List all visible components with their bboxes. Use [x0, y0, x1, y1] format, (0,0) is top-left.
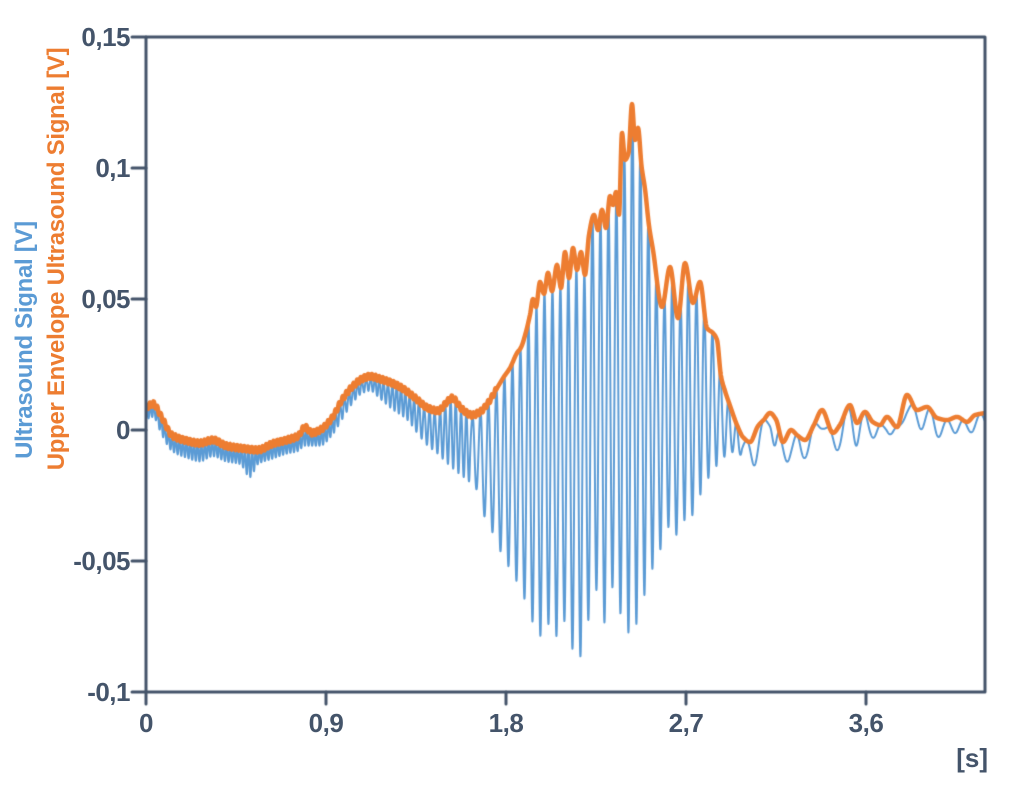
y-axis-label-envelope: Upper Envelope Ultrasound Signal [V]: [43, 47, 70, 471]
y-tick-label: 0,15: [81, 22, 130, 52]
x-tick-label: 1,8: [488, 708, 524, 738]
x-axis-unit-label: [s]: [956, 743, 988, 773]
y-tick-label: 0,1: [95, 153, 130, 183]
y-tick-label: -0,1: [87, 677, 130, 707]
y-tick-label: 0,05: [81, 284, 130, 314]
x-tick-label: 2,7: [668, 708, 704, 738]
y-tick-label: -0,05: [73, 546, 130, 576]
x-tick-label: 3,6: [848, 708, 884, 738]
x-tick-label: 0: [139, 708, 153, 738]
y-tick-label: 0: [116, 415, 130, 445]
x-tick-label: 0,9: [308, 708, 344, 738]
